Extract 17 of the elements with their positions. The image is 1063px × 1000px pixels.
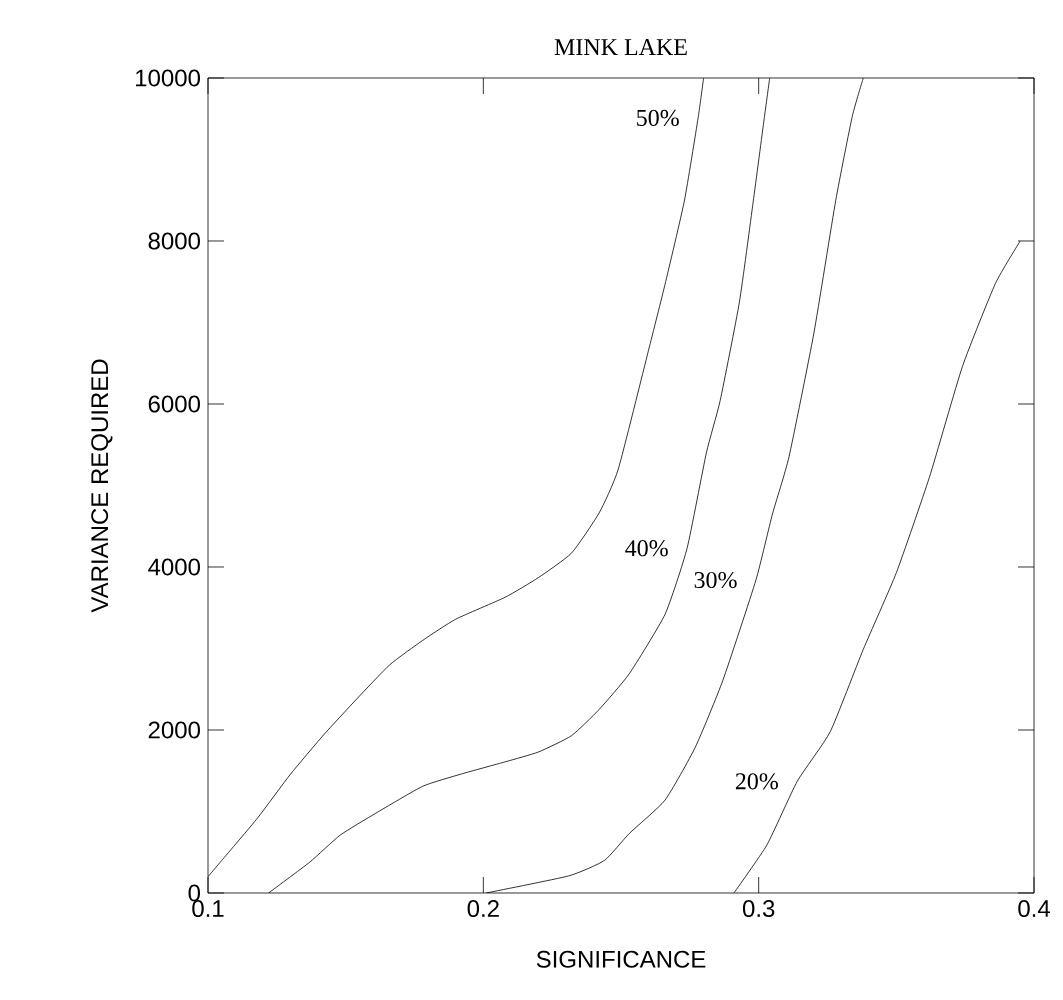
- y-tick-label: 2000: [148, 721, 200, 739]
- y-tick-label: 10000: [136, 69, 200, 87]
- x-tick-label: 0.4: [1018, 900, 1050, 918]
- y-tick-label: 0: [188, 884, 201, 902]
- x-tick-label: 0.1: [192, 900, 224, 918]
- x-axis-title: SIGNIFICANCE: [536, 950, 706, 968]
- y-axis-title: VARIANCE REQUIRED: [91, 359, 113, 613]
- x-tick-label: 0.2: [467, 900, 499, 918]
- y-tick-label: 8000: [148, 232, 200, 250]
- series-label: 40%: [625, 540, 668, 557]
- x-tick-label: 0.3: [742, 900, 775, 918]
- series-label: 20%: [735, 773, 778, 790]
- y-tick-label: 4000: [148, 558, 200, 576]
- series-label: 30%: [694, 571, 737, 589]
- chart-title: MINK LAKE: [554, 39, 687, 55]
- series-label: 50%: [637, 109, 679, 127]
- y-tick-label: 6000: [148, 395, 200, 413]
